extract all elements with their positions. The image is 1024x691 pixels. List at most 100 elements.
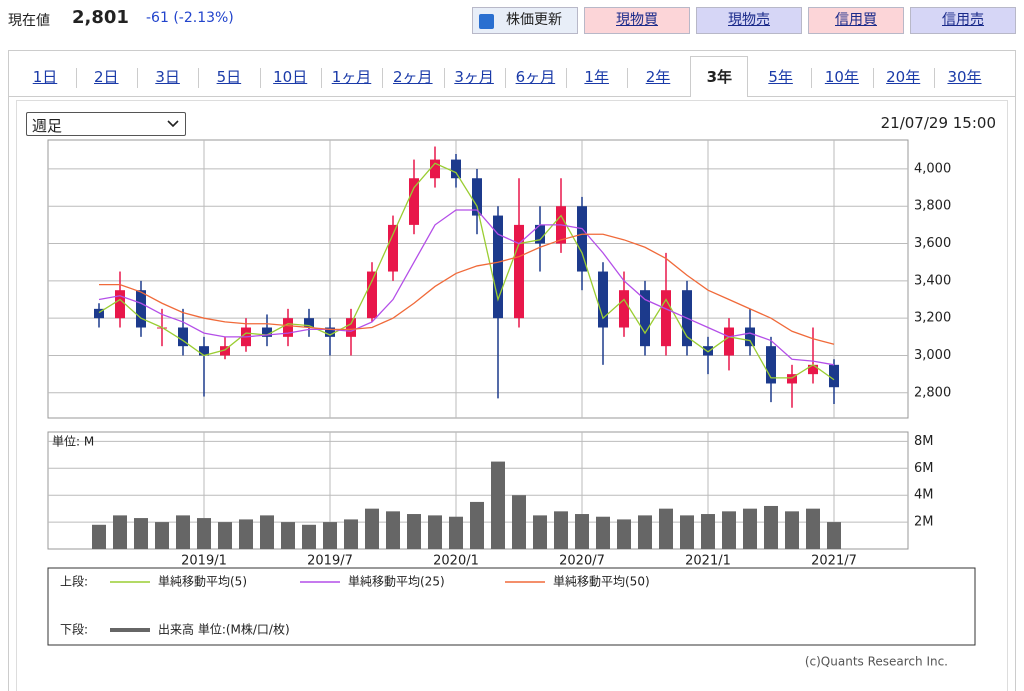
- range-tab[interactable]: 6ヶ月: [515, 68, 556, 86]
- volume-bar: [407, 514, 421, 549]
- volume-bar: [743, 508, 757, 549]
- candle-body: [766, 346, 776, 384]
- volume-bar: [722, 511, 736, 549]
- tab-separator: [320, 68, 322, 88]
- legend-prefix: 下段:: [60, 622, 88, 637]
- candle-body: [661, 290, 671, 347]
- volume-bar: [323, 522, 337, 549]
- chevron: [167, 120, 179, 128]
- volume-bar: [218, 522, 232, 549]
- range-tab[interactable]: 1年: [584, 68, 609, 86]
- volume-bar: [638, 515, 652, 549]
- volume-bar: [764, 505, 778, 549]
- candle-body: [178, 327, 188, 347]
- tab-separator: [382, 68, 384, 88]
- action-button[interactable]: 信用売: [910, 7, 1016, 34]
- range-tab[interactable]: 5年: [768, 68, 793, 86]
- candle-body: [808, 364, 818, 375]
- credit: (c)Quants Research Inc.: [805, 655, 948, 669]
- volume-bar: [281, 522, 295, 549]
- volume-bar: [596, 516, 610, 549]
- volume-bar: [92, 524, 106, 549]
- candle-body: [829, 364, 839, 388]
- tab-separator: [259, 68, 261, 88]
- range-tab[interactable]: 2年: [645, 68, 671, 86]
- y-tick-label: 4,000: [914, 161, 951, 176]
- range-tab[interactable]: 30年: [947, 68, 982, 86]
- tab-rule: [9, 96, 1015, 97]
- range-tab[interactable]: 5日: [216, 68, 242, 86]
- volume-bar: [806, 508, 820, 549]
- volume-bar: [428, 515, 442, 549]
- x-tick-label: 2020/1: [433, 554, 479, 569]
- action-button[interactable]: 株価更新: [472, 7, 578, 34]
- volume-bar: [386, 511, 400, 549]
- volume-bar: [155, 522, 169, 549]
- y-tick-label: 3,000: [914, 348, 951, 363]
- range-tab[interactable]: 2ヶ月: [393, 68, 433, 86]
- candle-body: [409, 178, 419, 225]
- candle-body: [640, 290, 650, 347]
- volume-bar: [260, 515, 274, 549]
- candle-body: [598, 271, 608, 328]
- volume-bar: [239, 519, 253, 549]
- range-tab[interactable]: 3年: [690, 56, 749, 97]
- candle-body: [199, 346, 209, 356]
- candle-body: [535, 224, 545, 244]
- candle-body: [430, 159, 440, 179]
- tab-separator: [198, 68, 200, 88]
- range-tab[interactable]: 3日: [155, 68, 180, 86]
- volume-bar: [365, 508, 379, 549]
- candle-body: [367, 271, 377, 319]
- interval-select[interactable]: 週足: [26, 112, 186, 136]
- candle-body: [619, 290, 629, 328]
- tab-separator: [566, 68, 568, 88]
- volume-bar: [134, 518, 148, 549]
- volume-bar: [554, 511, 568, 549]
- volume-bar: [449, 516, 463, 549]
- range-tab[interactable]: 2日: [94, 68, 119, 86]
- timestamp: 21/07/29 15:00: [880, 114, 996, 132]
- candle-body: [724, 327, 734, 356]
- legend-box: [47, 567, 976, 646]
- volume-bar: [512, 495, 526, 549]
- candle-body: [115, 290, 125, 319]
- range-tab[interactable]: 1日: [32, 68, 58, 86]
- range-tab[interactable]: 1ヶ月: [331, 68, 372, 86]
- tab-separator: [933, 68, 935, 88]
- candle-body: [472, 178, 482, 216]
- volume-bar: [197, 518, 211, 549]
- legend-label: 単純移動平均(25): [348, 575, 445, 589]
- candle-body: [703, 346, 713, 356]
- range-tab[interactable]: 10日: [273, 68, 308, 86]
- current-price: 2,801: [72, 7, 129, 28]
- legend-label: 単純移動平均(5): [158, 575, 247, 589]
- candle-body: [136, 290, 146, 328]
- x-tick-label: 2021/1: [685, 554, 731, 569]
- candle-body: [283, 318, 293, 337]
- volume-bar: [176, 515, 190, 549]
- volume-bar: [533, 515, 547, 549]
- price-label: 現在値: [8, 13, 50, 29]
- y-tick-label: 3,600: [914, 236, 951, 251]
- candle-body: [304, 318, 314, 328]
- range-tab[interactable]: 20年: [886, 68, 921, 86]
- legend-label: 出来高 単位:(M株/口/枚): [158, 622, 290, 637]
- candle-body: [493, 215, 503, 319]
- moving-average: [98, 162, 835, 381]
- refresh-icon: [479, 14, 494, 29]
- action-button[interactable]: 現物買: [584, 7, 690, 34]
- tab-separator: [627, 68, 629, 88]
- range-tab[interactable]: 10年: [824, 68, 859, 86]
- chart-frame: [16, 100, 1008, 691]
- candle-body: [94, 308, 104, 319]
- range-tab[interactable]: 3ヶ月: [454, 68, 494, 86]
- legend-label: 単純移動平均(50): [553, 575, 650, 589]
- volume-bar: [575, 514, 589, 549]
- action-button[interactable]: 現物売: [696, 7, 802, 34]
- y-tick-label: 3,800: [914, 199, 951, 214]
- action-button[interactable]: 信用買: [808, 7, 904, 34]
- candle-body: [220, 346, 230, 356]
